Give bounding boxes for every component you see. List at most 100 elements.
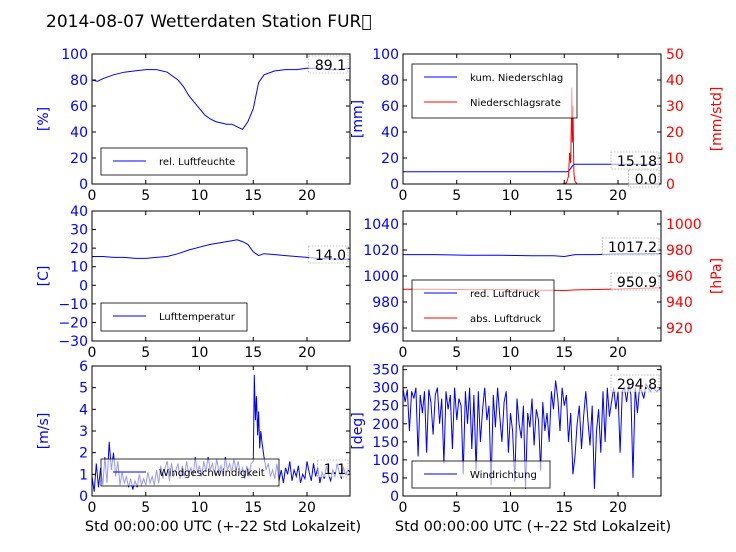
plot-frame [402,365,662,497]
x-tick-label: 15 [555,345,573,361]
x-tick-label: 5 [452,345,461,361]
x-tick-label: 20 [298,500,316,516]
series-line-3-1 [92,239,350,260]
x-tick-label: 5 [141,188,150,204]
x-tick-label: 5 [452,188,461,204]
x-tick-label: 20 [298,188,316,204]
series-line-2-1 [403,163,661,173]
y-tick-label: 980 [372,295,399,311]
x-tick-label: 10 [191,188,209,204]
x-axis-label-left: Std 00:00:00 UTC (+-22 Std Lokalzeit) [85,519,361,535]
y2-tick-label: 10 [666,151,684,167]
value-annotation: 1017.2 [608,240,657,256]
value-annotation: 0.0 [635,172,657,188]
y2-tick-label: 980 [666,243,693,259]
value-annotation: 950.9 [617,275,657,291]
y-tick-label: −10 [58,297,88,313]
y-tick-label: −20 [58,315,88,331]
chart-panel-4: 0 5 10 15 20 960 980 1000 1020 1040 920 940 960 980 10… [363,210,725,361]
y-tick-label: 250 [372,399,399,415]
y-tick-label: 200 [372,417,399,433]
legend-label: kum. Niederschlag [470,73,563,84]
plot-frame [91,53,351,185]
y2-axis-label: [mm/std] [709,87,725,152]
y-tick-label: 0 [79,489,88,505]
y-axis-label: [%] [36,107,52,131]
y-tick-label: 5 [79,381,88,397]
x-tick-label: 15 [244,500,262,516]
y-tick-label: 20 [70,241,88,257]
value-annotation: 294.8 [617,377,657,393]
y-tick-label: 40 [381,125,399,141]
y2-tick-label: 50 [666,47,684,63]
y-tick-label: 30 [70,223,88,239]
value-annotation: 1.1 [324,462,346,478]
y-tick-label: 6 [79,359,88,375]
legend-label: Windgeschwindigkeit [159,468,265,479]
annotation-box [628,169,660,188]
annotation-box [610,272,660,291]
y-tick-label: 0 [390,489,399,505]
annotation-box [610,374,660,393]
chart-panel-5: 0 5 10 15 20 0 1 2 3 4 5 6 [m/s] Windgeschwindigkeit 1… [36,359,351,516]
x-tick-label: 5 [141,500,150,516]
x-tick-label: 0 [399,500,408,516]
annotation-box [308,55,349,74]
plot-frame [91,210,351,342]
y-tick-label: 20 [70,151,88,167]
x-tick-label: 0 [88,500,97,516]
annotation-box [610,151,660,170]
y-axis-label: [mm] [350,100,366,138]
y-tick-label: 60 [381,99,399,115]
y-tick-label: 60 [70,99,88,115]
y-tick-label: 40 [70,204,88,220]
x-tick-label: 15 [244,188,262,204]
y-tick-label: 1020 [363,243,399,259]
y-axis-label: [deg] [350,412,366,449]
legend-label: Niederschlagsrate [470,98,561,109]
chart-panel-1: 0 5 10 15 20 0 20 40 60 80 100 [%] rel. Luftfeuchte 8… [36,47,351,204]
y-tick-label: 50 [381,471,399,487]
y2-tick-label: 1000 [666,217,702,233]
y2-axis-label: [hPa] [709,258,725,294]
y-tick-label: 10 [70,260,88,276]
x-tick-label: 20 [298,345,316,361]
chart-panel-6: 0 5 10 15 20050100150200250300350[deg]Windri… [350,363,662,516]
y2-tick-label: 20 [666,125,684,141]
x-tick-label: 20 [609,188,627,204]
figure-title: 2014-08-07 Wetterdaten Station FUR  [46,12,372,32]
series-line-1-1 [91,67,351,131]
y2-tick-label: 940 [666,295,693,311]
y-tick-label: 0 [390,177,399,193]
x-tick-label: 0 [399,345,408,361]
y-tick-label: 100 [372,47,399,63]
x-tick-label: 0 [399,188,408,204]
y-axis-label: [m/s] [36,413,52,450]
legend-label: Windrichtung [470,470,537,481]
x-tick-label: 0 [88,188,97,204]
annotation-box [317,459,349,478]
y2-tick-label: 40 [666,73,684,89]
x-tick-label: 15 [555,500,573,516]
legend-box [411,279,555,332]
value-annotation: 14.0 [315,248,346,264]
x-tick-label: 10 [191,345,209,361]
y-tick-label: 1040 [363,217,399,233]
x-tick-label: 15 [555,188,573,204]
x-tick-label: 10 [502,345,520,361]
chart-panel-2: 0 5 10 15 20 0 20 40 60 80 100 0 10 20 30 40 50 [mm] [mm/s… [350,47,725,204]
value-annotation: 15.18 [617,154,657,170]
y-tick-label: 1000 [363,269,399,285]
x-tick-label: 10 [502,188,520,204]
y-tick-label: 2 [79,446,88,462]
y-tick-label: 40 [70,125,88,141]
y-tick-label: 960 [372,321,399,337]
legend-box [411,63,578,119]
x-tick-label: 5 [141,345,150,361]
y-tick-label: −30 [58,334,88,350]
y2-tick-label: 0 [666,177,675,193]
legend-label: abs. Luftdruck [470,314,541,325]
y-tick-label: 1 [79,467,88,483]
